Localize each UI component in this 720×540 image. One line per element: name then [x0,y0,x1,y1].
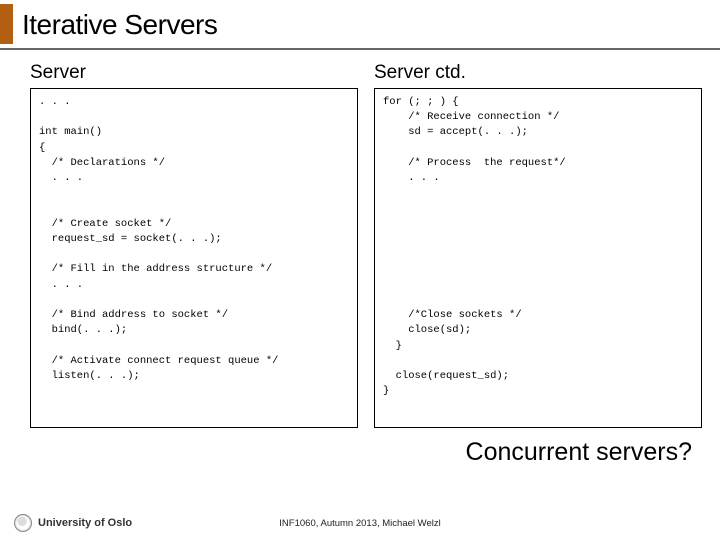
footer-left: University of Oslo [14,514,132,532]
question-text: Concurrent servers? [0,428,720,467]
slide-title: Iterative Servers [22,9,217,41]
slide-footer: University of Oslo INF1060, Autumn 2013,… [0,514,720,532]
content-columns: Server . . . int main() { /* Declaration… [0,50,720,428]
code-box-right: for (; ; ) { /* Receive connection */ sd… [374,88,702,428]
left-column-heading: Server [30,62,358,84]
code-box-left: . . . int main() { /* Declarations */ . … [30,88,358,428]
right-column-heading: Server ctd. [374,62,702,84]
institution-name: University of Oslo [38,517,132,529]
title-accent-block [0,4,13,44]
slide-title-bar: Iterative Servers [0,0,720,50]
right-column: Server ctd. for (; ; ) { /* Receive conn… [374,62,702,428]
university-seal-icon [14,514,32,532]
left-column: Server . . . int main() { /* Declaration… [30,62,358,428]
title-underline [0,48,720,50]
footer-course-line: INF1060, Autumn 2013, Michael Welzl [279,518,440,529]
